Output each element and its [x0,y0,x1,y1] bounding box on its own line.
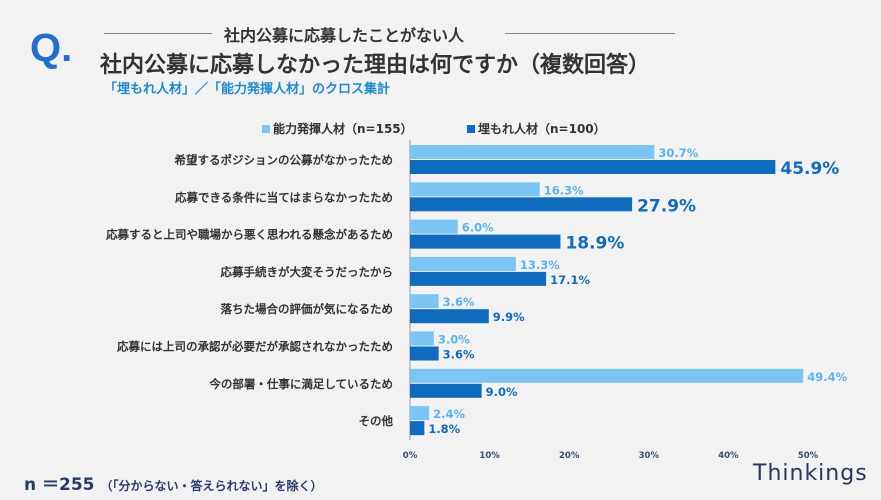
legend-item: 埋もれ人材（n=100） [467,120,606,137]
x-tick-label: 50% [798,451,819,461]
brand-logo: Thinkings [753,461,868,486]
divider [505,33,675,34]
bar [410,182,540,197]
data-label: 3.6% [443,348,475,362]
bar [410,271,547,286]
bar [410,160,776,174]
bar [410,145,655,159]
x-tick-label: 10% [479,451,500,461]
q-mark: Q. [30,26,73,70]
category-label: 今の部署・仕事に満足しているため [208,377,393,391]
data-label: 3.6% [443,295,475,309]
category-label: 応募できる条件に当てはまらなかったため [175,190,393,204]
data-label: 9.9% [493,310,525,324]
bar [410,309,489,324]
bar [410,234,561,249]
bar [410,294,439,309]
sample-size: n ＝255 （「分からない・答えられない」を除く） [24,475,323,495]
legend-item: 能力発揮人材（n=155） [262,120,413,137]
category-label: 応募手続きが大変そうだったから [221,265,394,279]
bar [410,219,458,234]
bar [410,331,434,346]
category-label: 応募には上司の承認が必要だが承認されなかったため [117,340,393,354]
data-label: 2.4% [433,407,465,421]
bar [410,421,425,436]
bar [410,368,804,383]
bar [410,406,430,421]
bar [410,383,482,398]
category-label: 応募すると上司や職場から悪く思われる懸念があるため [106,228,393,242]
data-label: 17.1% [550,273,590,287]
data-label: 16.3% [544,183,584,197]
subtitle: 「埋もれ人材」／「能力発揮人材」のクロス集計 [104,82,391,97]
data-label: 30.7% [658,146,698,160]
data-label: 6.0% [462,221,494,235]
question-title: 社内公募に応募しなかった理由は何ですか（複数回答） [100,53,651,78]
x-tick-label: 20% [559,451,580,461]
data-label: 49.4% [807,370,847,384]
bar [410,197,633,212]
data-label: 45.9% [780,159,839,179]
x-tick-label: 30% [639,451,660,461]
category-label: その他 [359,414,394,428]
category-label: 希望するポジションの公募がなかったため [174,153,394,167]
category-label: 落ちた場合の評価が気になるため [221,302,394,316]
x-tick-label: 0% [403,451,418,461]
divider [104,33,212,34]
data-label: 18.9% [565,234,624,254]
bar [410,256,516,271]
x-tick-label: 40% [718,451,739,461]
data-label: 27.9% [637,196,696,216]
target-group: 社内公募に応募したことがない人 [224,26,465,45]
data-label: 13.3% [520,258,560,272]
data-label: 9.0% [486,385,518,399]
data-label: 3.0% [438,333,470,347]
bar [410,346,439,361]
data-label: 1.8% [428,422,460,436]
